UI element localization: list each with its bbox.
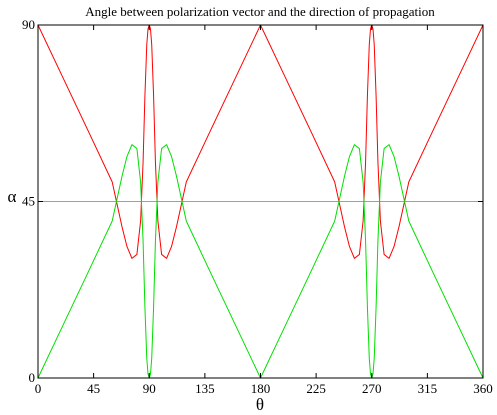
x-tick-label-180: 180 bbox=[251, 381, 271, 396]
x-tick-label-45: 45 bbox=[87, 381, 100, 396]
y-tick-label-45: 45 bbox=[22, 194, 35, 209]
x-tick-label-0: 0 bbox=[35, 381, 42, 396]
plot-area: 0 45 90 135 180 225 270 315 360 0 45 90 bbox=[22, 17, 493, 396]
series-line-1 bbox=[37, 24, 484, 259]
x-ticks: 0 45 90 135 180 225 270 315 360 bbox=[35, 25, 493, 396]
x-tick-label-270: 270 bbox=[362, 381, 382, 396]
y-axis-label: α bbox=[8, 187, 17, 206]
reference-lines bbox=[38, 24, 483, 202]
y-tick-label-0: 0 bbox=[29, 370, 36, 385]
y-tick-label-90: 90 bbox=[22, 17, 35, 32]
series-line-2 bbox=[37, 144, 484, 379]
x-tick-label-315: 315 bbox=[418, 381, 438, 396]
x-tick-label-90: 90 bbox=[143, 381, 156, 396]
x-tick-label-360: 360 bbox=[473, 381, 493, 396]
x-tick-label-225: 225 bbox=[306, 381, 326, 396]
x-axis-label: θ bbox=[256, 395, 264, 414]
y-ticks: 0 45 90 bbox=[22, 17, 483, 385]
chart-title: Angle between polarization vector and th… bbox=[85, 4, 435, 19]
x-tick-label-135: 135 bbox=[195, 381, 215, 396]
